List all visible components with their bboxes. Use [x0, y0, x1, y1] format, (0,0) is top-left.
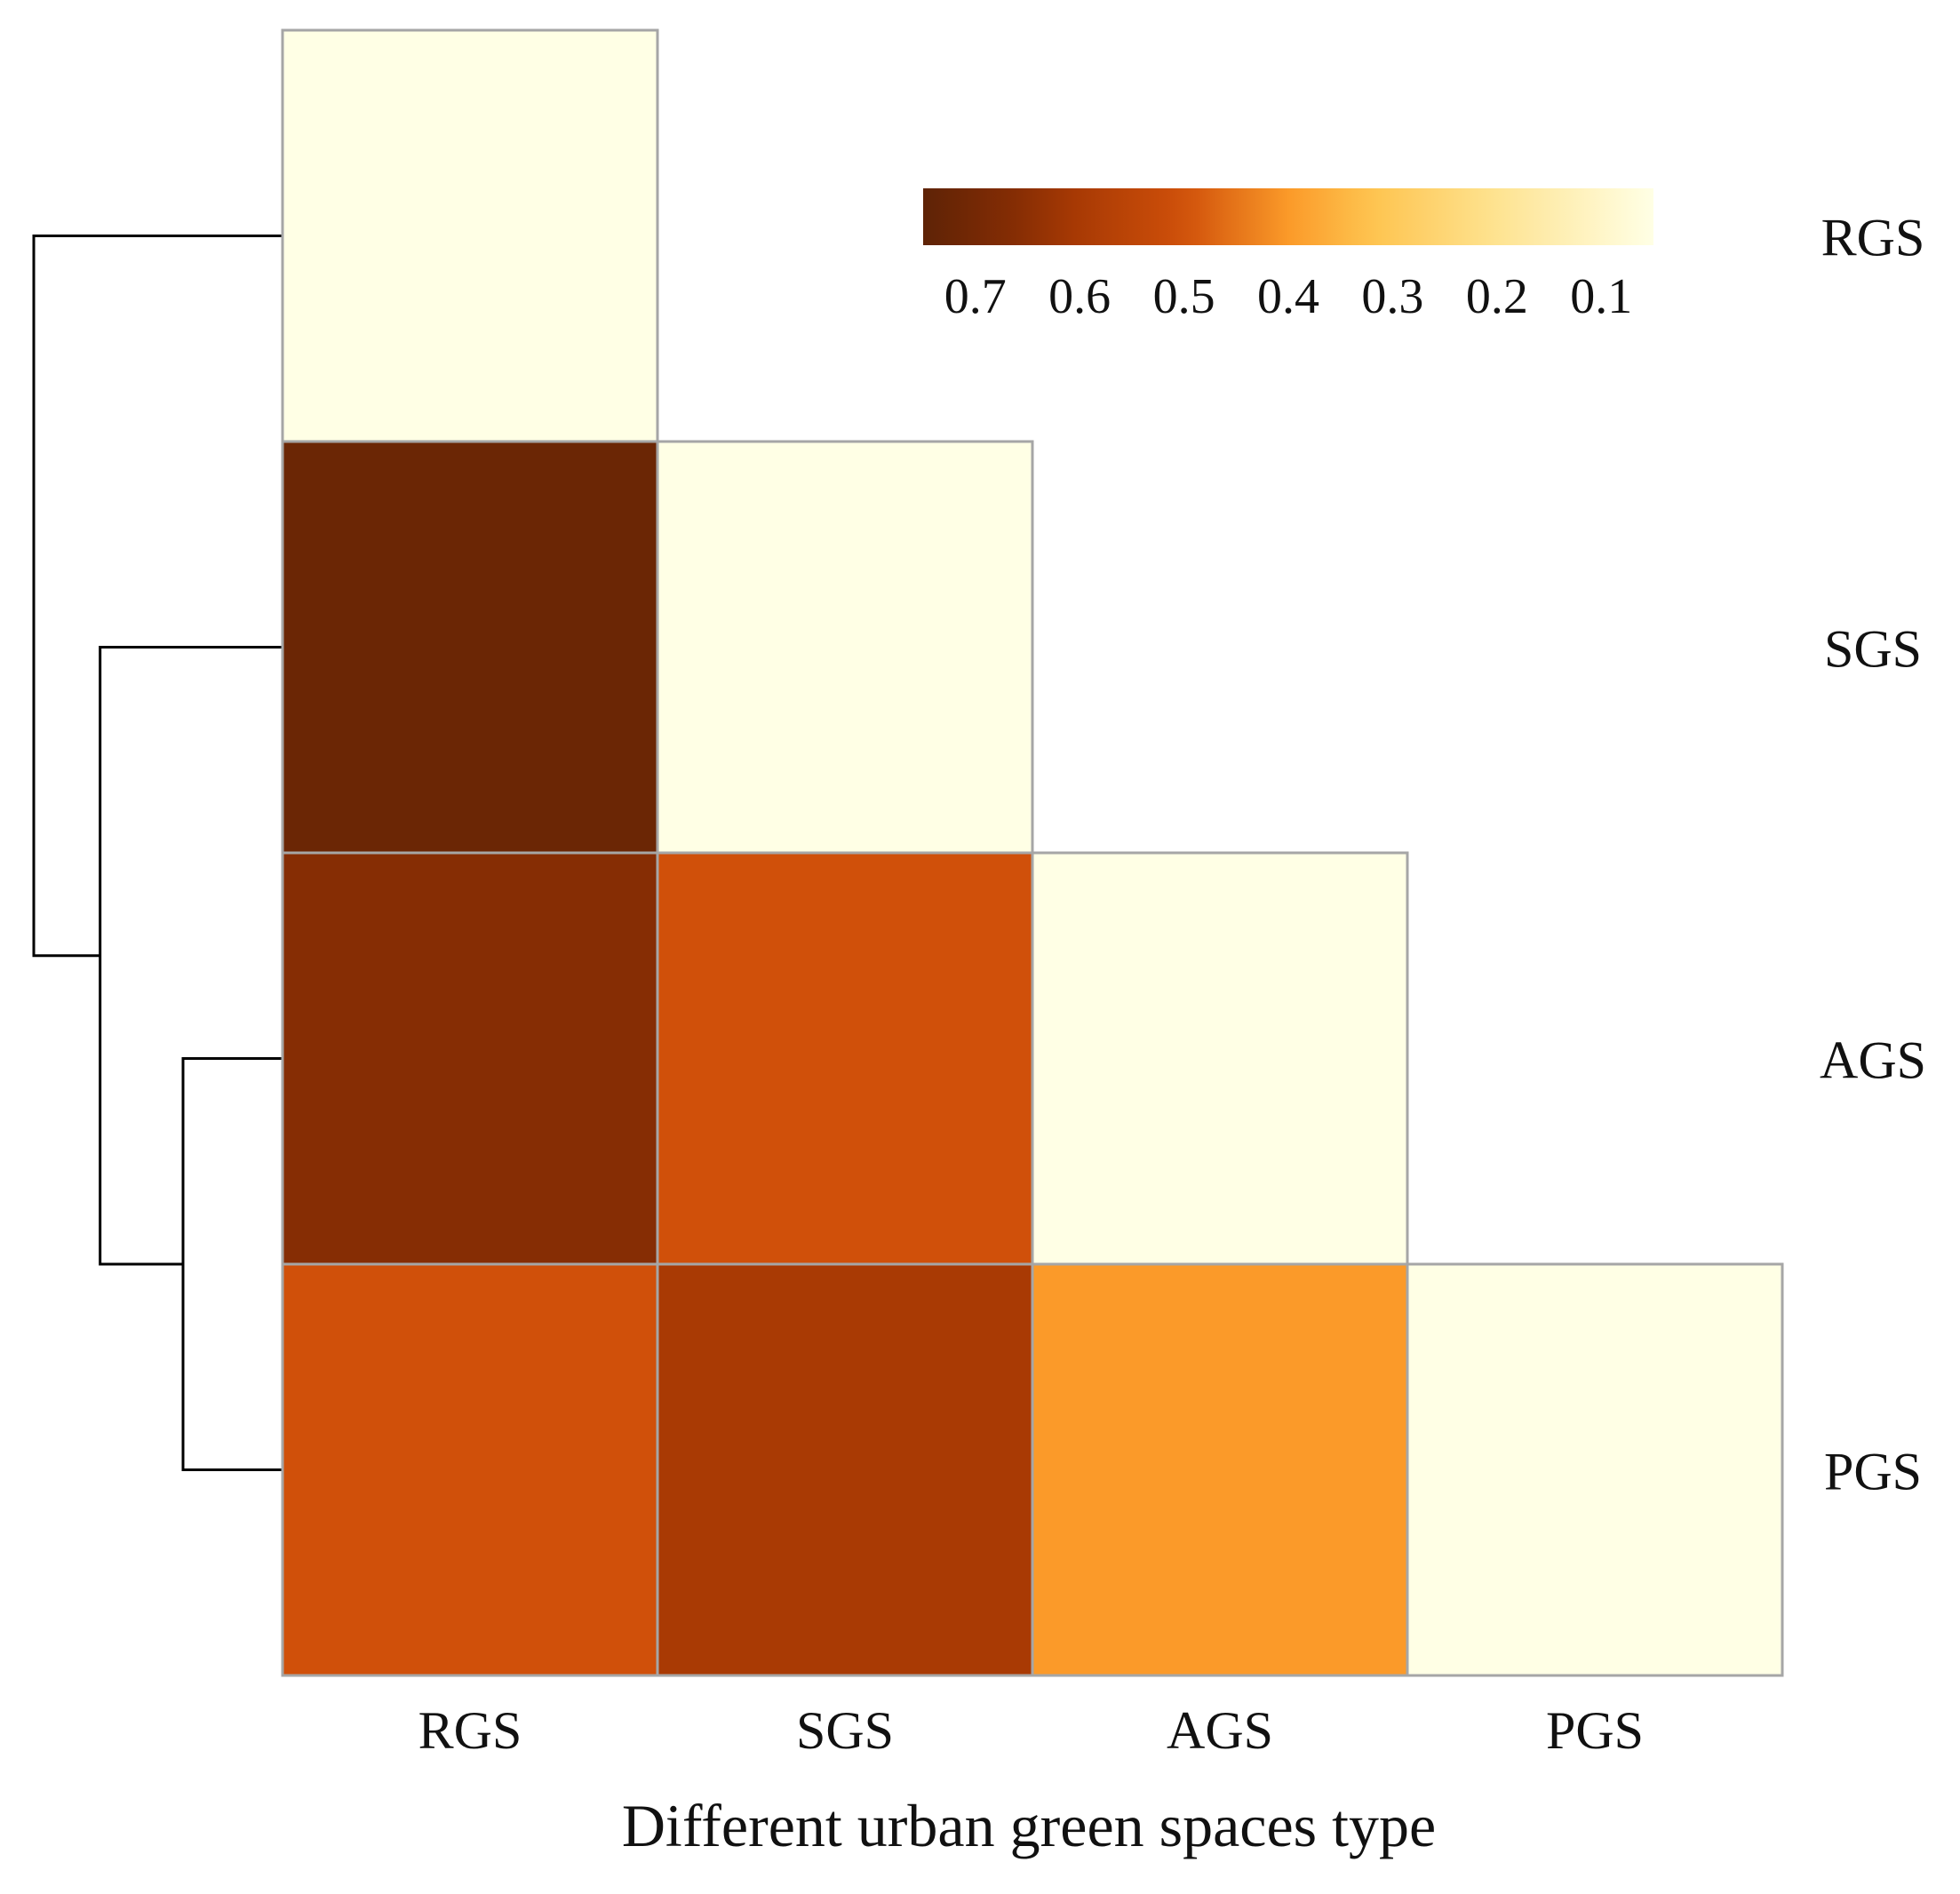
colorbar-tick-labels: 0.7 0.6 0.5 0.4 0.3 0.2 0.1 [944, 269, 1633, 324]
heatmap-cells [281, 28, 1784, 1677]
row-label-sgs: SGS [1824, 620, 1922, 679]
row-label-ags: AGS [1820, 1031, 1926, 1090]
heatmap-cell-ags-sgs [656, 851, 1034, 1266]
dendrogram [32, 235, 283, 1471]
colorbar-tick-0-5: 0.5 [1153, 269, 1215, 324]
column-label-ags: AGS [1167, 1701, 1273, 1760]
row-label-pgs: PGS [1824, 1443, 1922, 1501]
column-labels: RGS SGS AGS PGS [418, 1701, 1644, 1760]
row-labels: RGS SGS AGS PGS [1820, 209, 1926, 1501]
heatmap-cell-pgs-pgs [1406, 1262, 1784, 1677]
column-label-sgs: SGS [796, 1701, 894, 1760]
dendrogram-link-3 [32, 235, 283, 958]
heatmap-cell-rgs-rgs [281, 28, 659, 443]
colorbar-tick-0-1: 0.1 [1570, 269, 1632, 324]
colorbar-tick-0-6: 0.6 [1048, 269, 1111, 324]
colorbar-tick-0-4: 0.4 [1257, 269, 1319, 324]
heatmap-cell-ags-ags [1031, 851, 1409, 1266]
heatmap-cell-pgs-sgs [656, 1262, 1034, 1677]
column-label-rgs: RGS [418, 1701, 522, 1760]
heatmap-cell-ags-rgs [281, 851, 659, 1266]
colorbar-tick-0-7: 0.7 [944, 269, 1007, 324]
heatmap-cell-sgs-sgs [656, 440, 1034, 855]
heatmap-cell-pgs-rgs [281, 1262, 659, 1677]
colorbar-tick-0-3: 0.3 [1361, 269, 1423, 324]
heatmap-cell-sgs-rgs [281, 440, 659, 855]
column-label-pgs: PGS [1546, 1701, 1644, 1760]
colorbar: 0.7 0.6 0.5 0.4 0.3 0.2 0.1 [923, 188, 1653, 324]
colorbar-gradient [923, 188, 1653, 245]
x-axis-title: Different urban green spaces type [622, 1792, 1436, 1859]
heatmap-cell-pgs-ags [1031, 1262, 1409, 1677]
colorbar-tick-0-2: 0.2 [1466, 269, 1528, 324]
dendrogram-link-2 [99, 646, 283, 1266]
row-label-rgs: RGS [1821, 209, 1925, 267]
dendrogram-link-1 [181, 1057, 283, 1471]
